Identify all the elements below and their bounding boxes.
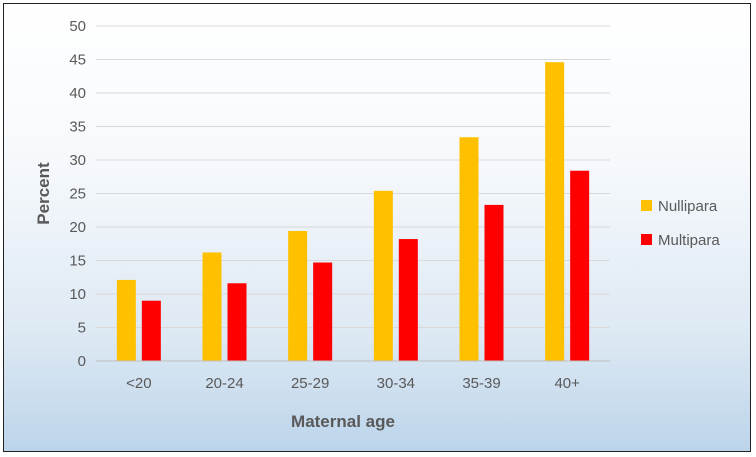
bar-nullipara-5: [545, 62, 565, 362]
y-tick-label: 10: [69, 286, 86, 303]
bars: [116, 62, 590, 362]
x-tick-label: 35-39: [462, 375, 500, 392]
bar-nullipara-0: [116, 279, 136, 361]
y-tick-label: 45: [69, 52, 86, 69]
bar-multipara-4: [484, 204, 504, 361]
x-tick-label: <20: [126, 375, 151, 392]
legend-swatch-nullipara: [641, 200, 652, 211]
x-axis-title: Maternal age: [291, 412, 395, 431]
x-tick-label: 40+: [554, 375, 580, 392]
y-tick-label: 25: [69, 186, 86, 203]
y-axis-title: Percent: [34, 162, 53, 225]
bar-nullipara-1: [202, 252, 222, 361]
legend-label-nullipara: Nullipara: [658, 198, 718, 215]
y-tick-label: 40: [69, 85, 86, 102]
y-tick-label: 20: [69, 219, 86, 236]
bar-nullipara-3: [373, 190, 393, 361]
y-axis-tick-labels: 0 5 10 15 20 25 30 35 40 45 50: [69, 18, 86, 370]
x-tick-label: 25-29: [291, 375, 329, 392]
y-tick-label: 5: [78, 320, 86, 337]
legend: Nullipara Multipara: [641, 198, 720, 249]
bar-multipara-3: [398, 239, 418, 361]
y-tick-label: 35: [69, 119, 86, 136]
bar-multipara-0: [141, 300, 161, 361]
y-tick-label: 15: [69, 253, 86, 270]
y-tick-label: 0: [78, 353, 86, 370]
bar-multipara-5: [570, 170, 590, 361]
bar-nullipara-2: [288, 231, 308, 361]
y-tick-label: 30: [69, 152, 86, 169]
chart-frame: 0 5 10 15 20 25 30 35 40 45 50 <20 20-24 25-29 30-34 3…: [3, 3, 751, 452]
bar-chart: 0 5 10 15 20 25 30 35 40 45 50 <20 20-24 25-29 30-34 3…: [34, 18, 720, 431]
bar-multipara-2: [313, 262, 333, 361]
y-tick-label: 50: [69, 18, 86, 35]
x-axis-tick-labels: <20 20-24 25-29 30-34 35-39 40+: [126, 375, 580, 392]
legend-label-multipara: Multipara: [658, 232, 720, 249]
x-tick-label: 30-34: [377, 375, 415, 392]
bar-multipara-1: [227, 283, 247, 361]
x-tick-label: 20-24: [205, 375, 243, 392]
legend-swatch-multipara: [641, 234, 652, 245]
bar-nullipara-4: [459, 137, 479, 361]
gridlines: [96, 25, 610, 328]
